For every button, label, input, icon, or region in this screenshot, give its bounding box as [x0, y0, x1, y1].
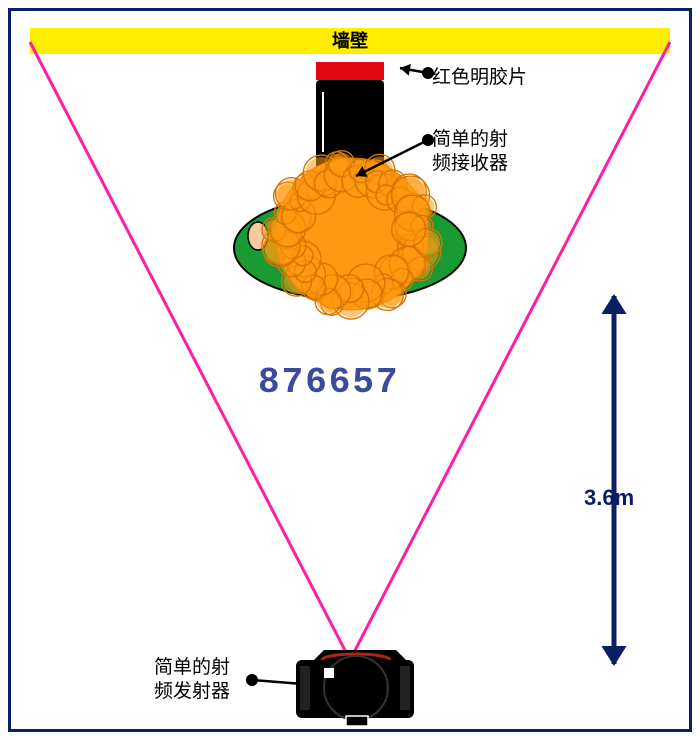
receiver-label: 简单的射 频接收器 [432, 128, 508, 176]
flash-red-gel [316, 62, 384, 80]
camera-grip-0 [300, 666, 310, 710]
watermark-text: 876657 [258, 362, 400, 403]
transmitter-label: 简单的射 频发射器 [154, 656, 230, 704]
distance-arrow-head-bottom [601, 646, 626, 666]
camera-grip-1 [400, 666, 410, 710]
diagram-canvas: 墙壁 红色明胶片 简单的射 频接收器 简单的射 频发射器 3.6m 876657 [0, 0, 700, 740]
transmitter-pointer-dot [246, 674, 258, 686]
gel-label: 红色明胶片 [432, 66, 527, 90]
gel-pointer-arrowhead [400, 64, 411, 76]
view-line-left [30, 42, 350, 660]
flash-hl-0 [322, 92, 324, 152]
camera-hotshoe [346, 716, 368, 726]
camera-lens [324, 656, 388, 720]
camera-sensor [324, 668, 334, 678]
distance-arrow-head-top [601, 294, 626, 314]
view-line-right [350, 42, 670, 660]
distance-label: 3.6m [584, 484, 634, 512]
